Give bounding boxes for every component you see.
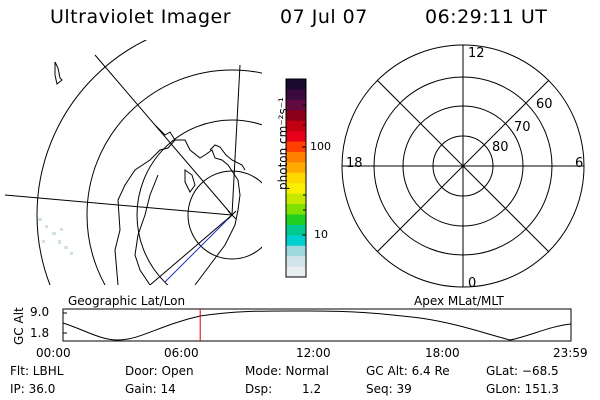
timeline-axis-label: GC Alt: [12, 307, 26, 345]
coastline: [184, 169, 196, 193]
colorbar-swatch: [286, 204, 306, 216]
glat-info: GLat: −68.5: [486, 364, 559, 378]
orbit-track: [164, 214, 233, 283]
geographic-coords-label: Geographic Lat/Lon: [68, 294, 186, 308]
colorbar-swatch: [286, 224, 306, 236]
colorbar-swatches: [286, 79, 306, 278]
time-tick-0600: 06:00: [164, 346, 199, 360]
time-tick-2359: 23:59: [553, 346, 588, 360]
colorbar-swatch: [286, 266, 306, 278]
date-label: 07 Jul 07: [280, 6, 368, 28]
instrument-title: Ultraviolet Imager: [50, 6, 232, 28]
meridian: [94, 54, 233, 216]
colorbar-swatch: [286, 193, 306, 205]
time-tick-1200: 12:00: [296, 346, 331, 360]
colorbar-swatch: [286, 151, 306, 163]
spacecraft-position-marker: [227, 210, 237, 220]
glon-info: GLon: 151.3: [486, 382, 559, 396]
gc-alt-info: GC Alt: 6.4 Re: [366, 364, 450, 378]
coastline: [54, 61, 63, 85]
colorbar-swatch: [286, 245, 306, 257]
ip-info: IP: 36.0: [10, 382, 56, 396]
colorbar-tick-100: 100: [310, 140, 331, 153]
timeline-ymin: 1.8: [30, 326, 50, 340]
colorbar-swatch: [286, 235, 306, 247]
time-tick-0000: 00:00: [36, 346, 71, 360]
coastline: [209, 144, 246, 171]
lat-label-70: 70: [514, 120, 531, 135]
door-info: Door: Open: [125, 364, 194, 378]
colorbar-frame: [285, 78, 307, 278]
colorbar-swatch: [286, 162, 306, 174]
colorbar-unit-label: photon cm⁻²s⁻¹: [276, 97, 290, 190]
colorbar-swatch: [286, 120, 306, 132]
colorbar-swatch: [286, 131, 306, 143]
mode-info: Mode: Normal: [245, 364, 329, 378]
lat-circle: [36, 40, 148, 285]
aurora-specks: [38, 218, 73, 255]
mlt-label-18: 18: [346, 156, 363, 171]
colorbar-swatch: [286, 79, 306, 91]
colorbar-swatch: [286, 99, 306, 111]
colorbar-swatch: [286, 89, 306, 101]
time-tick-1800: 18:00: [425, 346, 460, 360]
apex-coords-label: Apex MLat/MLT: [414, 294, 504, 308]
mlt-label-12: 12: [468, 46, 485, 61]
timeline-ymax: 9.0: [30, 305, 50, 319]
lat-label-60: 60: [536, 97, 553, 112]
colorbar-tick-10: 10: [314, 228, 328, 241]
coastline: [134, 174, 159, 285]
dsp-label: Dsp:: [245, 382, 273, 396]
colorbar-swatch: [286, 183, 306, 195]
mlt-label-6: 6: [575, 156, 584, 171]
colorbar-swatch: [286, 172, 306, 184]
colorbar-swatch: [286, 110, 306, 122]
gain-info: Gain: 14: [125, 382, 176, 396]
coastline: [114, 139, 241, 285]
mlt-label-0: 0: [468, 276, 477, 291]
meridian: [149, 214, 233, 285]
lat-circle: [86, 69, 262, 285]
coastline: [154, 124, 176, 141]
colorbar-swatch: [286, 214, 306, 226]
filter-info: Flt: LBHL: [10, 364, 64, 378]
meridian: [231, 64, 241, 216]
colorbar-swatch: [286, 256, 306, 268]
lat-circle: [136, 119, 262, 285]
lat-label-80: 80: [492, 140, 509, 155]
colorbar: [285, 78, 307, 278]
colorbar-swatch: [286, 141, 306, 153]
dsp-value: 1.2: [302, 382, 322, 396]
time-label: 06:29:11 UT: [425, 6, 548, 28]
seq-info: Seq: 39: [366, 382, 412, 396]
